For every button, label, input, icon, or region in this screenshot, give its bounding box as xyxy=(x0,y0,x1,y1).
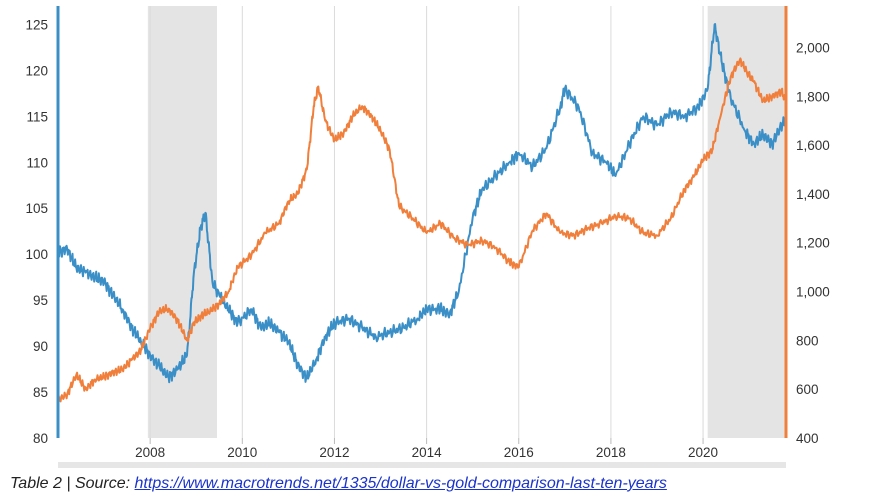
left-tick-label: 120 xyxy=(25,63,48,78)
right-tick-label: 1,000 xyxy=(796,285,830,300)
source-link[interactable]: https://www.macrotrends.net/1335/dollar-… xyxy=(134,475,667,492)
left-tick-label: 125 xyxy=(25,17,48,32)
x-tick-label: 2010 xyxy=(227,445,257,460)
x-tick-label: 2016 xyxy=(504,445,534,460)
x-tick-label: 2008 xyxy=(135,445,165,460)
recession-bands xyxy=(147,6,786,438)
left-axis-tick-labels: 80 85 90 95 100 105 110 115 120 125 xyxy=(25,17,48,446)
right-tick-label: 1,600 xyxy=(796,138,830,153)
right-tick-label: 1,200 xyxy=(796,236,830,251)
caption-prefix: Table 2 | Source: xyxy=(10,475,135,492)
right-tick-label: 2,000 xyxy=(796,40,830,55)
x-tick-label: 2014 xyxy=(412,445,443,460)
x-tick-label: 2018 xyxy=(596,445,626,460)
recession-band xyxy=(707,6,786,438)
left-tick-label: 110 xyxy=(26,155,48,170)
dollar-vs-gold-chart: 80 85 90 95 100 105 110 115 120 125 400 600 800 1,00… xyxy=(25,6,830,468)
gold-price-line xyxy=(57,57,787,403)
gridlines xyxy=(149,6,704,444)
left-tick-label: 105 xyxy=(25,201,48,216)
left-tick-label: 90 xyxy=(33,339,48,354)
left-tick-label: 115 xyxy=(26,109,48,124)
scrollbar-strip[interactable] xyxy=(58,462,786,468)
left-tick-label: 85 xyxy=(33,385,48,400)
x-tick-label: 2012 xyxy=(319,445,349,460)
right-tick-label: 1,800 xyxy=(796,89,830,104)
x-axis-tick-labels: 2008 2010 2012 2014 2016 2018 2020 xyxy=(135,445,718,460)
right-axis-tick-labels: 400 600 800 1,000 1,200 1,400 1,600 1,800 2,000 xyxy=(796,40,830,446)
right-tick-label: 1,400 xyxy=(796,187,830,202)
left-tick-label: 80 xyxy=(33,431,48,446)
right-tick-label: 400 xyxy=(796,431,819,446)
right-tick-label: 800 xyxy=(796,333,819,348)
left-tick-label: 100 xyxy=(25,247,48,262)
dollar-index-line xyxy=(57,23,787,384)
right-tick-label: 600 xyxy=(796,382,819,397)
left-tick-label: 95 xyxy=(33,293,48,308)
series-lines xyxy=(57,23,787,403)
source-caption: Table 2 | Source: https://www.macrotrend… xyxy=(10,475,667,493)
x-tick-label: 2020 xyxy=(688,445,718,460)
